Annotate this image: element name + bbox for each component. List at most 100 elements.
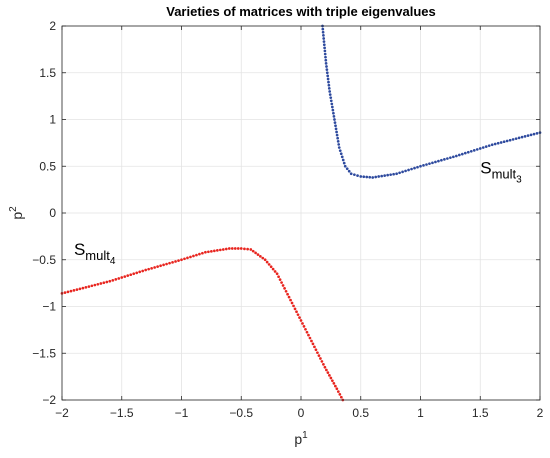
data-point: [278, 278, 282, 281]
curve-label-base: S: [74, 240, 85, 259]
data-point: [330, 105, 334, 109]
data-point: [180, 258, 183, 262]
data-point: [273, 270, 277, 273]
data-point: [289, 298, 292, 302]
data-point: [298, 316, 301, 319]
data-point: [326, 77, 330, 81]
data-point: [207, 250, 210, 254]
data-point: [227, 247, 231, 250]
data-point: [428, 162, 431, 166]
data-point: [505, 139, 509, 143]
series-1: [321, 24, 542, 179]
data-series: [60, 24, 542, 402]
data-point: [135, 271, 139, 275]
data-point: [171, 260, 174, 264]
data-point: [440, 158, 443, 162]
data-point: [269, 265, 273, 269]
data-point: [319, 357, 322, 360]
data-point: [353, 173, 356, 177]
y-tick-label: −1: [42, 300, 56, 314]
curve-label-sub-subscript: 3: [516, 175, 522, 186]
data-point: [129, 273, 133, 277]
data-point: [290, 301, 294, 305]
data-point: [466, 150, 470, 154]
data-point: [186, 256, 189, 260]
data-point: [392, 172, 395, 176]
data-point: [323, 365, 327, 369]
data-point: [321, 30, 325, 34]
data-point: [281, 284, 285, 287]
data-point: [523, 135, 527, 138]
x-tick-label: −0.5: [229, 406, 253, 420]
data-point: [261, 256, 265, 260]
data-point: [334, 124, 337, 128]
data-point: [307, 333, 310, 337]
y-tick-label: −0.5: [32, 253, 56, 267]
data-point: [322, 37, 326, 40]
x-tick-label: 0.5: [352, 406, 369, 420]
ticks: −2 −1.5 −1 −0.5 0 0.5 1 1.5 2 −2 −1.5 −1 −0.5 0 0.5 1 1.…: [32, 19, 543, 420]
data-point: [332, 111, 335, 115]
data-point: [159, 264, 162, 268]
data-point: [484, 145, 488, 148]
data-point: [475, 148, 479, 151]
data-point: [343, 164, 347, 168]
data-point: [132, 272, 136, 276]
data-point: [72, 289, 76, 292]
data-point: [323, 49, 327, 53]
data-point: [345, 167, 349, 171]
y-tick-label: 1: [49, 113, 56, 127]
data-point: [425, 163, 428, 166]
data-point: [236, 247, 240, 250]
data-point: [156, 265, 159, 268]
data-point: [325, 71, 329, 75]
data-point: [296, 313, 300, 317]
x-tick-label: 1: [417, 406, 424, 420]
data-point: [310, 339, 313, 343]
data-point: [162, 263, 165, 267]
data-point: [153, 266, 156, 269]
data-point: [329, 96, 333, 100]
data-point: [308, 336, 312, 340]
data-point: [114, 278, 118, 281]
data-point: [168, 261, 171, 265]
data-point: [256, 253, 260, 256]
x-tick-label: −2: [55, 406, 69, 420]
data-point: [455, 154, 458, 158]
data-point: [368, 175, 372, 179]
data-point: [78, 287, 82, 291]
data-point: [334, 384, 337, 388]
data-point: [213, 249, 216, 253]
y-axis-label-base: p: [9, 212, 25, 220]
series-2: [60, 247, 345, 402]
data-point: [469, 149, 473, 153]
data-point: [356, 174, 359, 177]
data-point: [335, 387, 339, 391]
data-point: [490, 143, 494, 147]
data-point: [280, 281, 283, 284]
data-point: [221, 248, 225, 251]
data-point: [508, 138, 512, 142]
data-point: [377, 175, 381, 178]
data-point: [324, 55, 327, 59]
data-point: [349, 172, 353, 176]
data-point: [75, 288, 79, 291]
data-point: [502, 140, 506, 144]
x-axis-label: p1: [294, 430, 308, 447]
data-point: [338, 149, 342, 153]
data-point: [487, 144, 491, 148]
data-point: [334, 127, 338, 131]
data-point: [316, 351, 319, 355]
data-point: [233, 247, 237, 250]
data-point: [275, 272, 279, 276]
data-point: [254, 251, 257, 255]
data-point: [123, 275, 127, 278]
data-point: [108, 279, 112, 283]
data-point: [198, 252, 201, 256]
data-point: [407, 168, 410, 172]
data-point: [398, 171, 401, 175]
data-point: [437, 159, 440, 163]
data-point: [499, 141, 503, 144]
data-point: [141, 269, 145, 273]
data-point: [386, 173, 389, 177]
